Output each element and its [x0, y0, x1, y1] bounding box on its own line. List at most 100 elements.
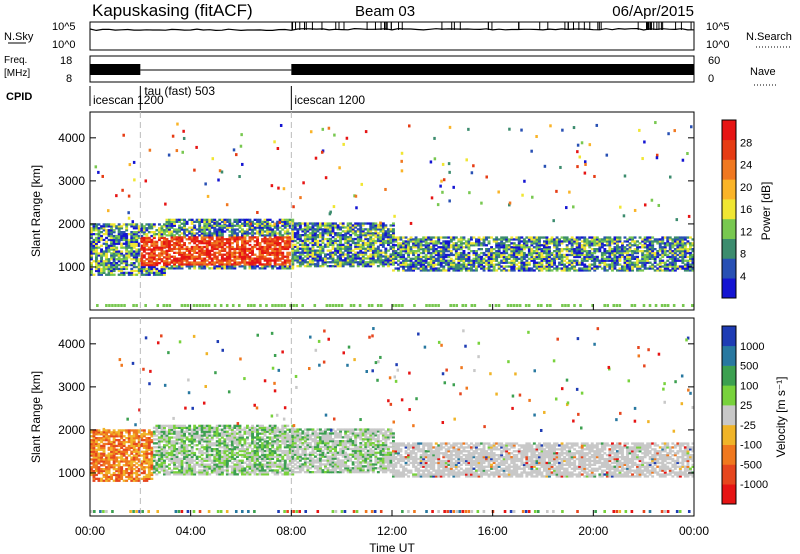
- power-data-cell: [190, 222, 194, 225]
- power-data-cell: [346, 259, 350, 262]
- velocity-data-cell: [127, 429, 131, 432]
- power-data-cell: [263, 247, 267, 251]
- power-data-cell: [236, 251, 239, 254]
- power-data-cell: [301, 257, 305, 260]
- power-data-cell: [306, 247, 310, 250]
- power-data-cell: [190, 220, 194, 223]
- power-data-cell: [427, 257, 431, 260]
- power-data-cell: [482, 261, 486, 264]
- power-data-cell: [165, 253, 169, 256]
- power-data-cell: [303, 228, 307, 231]
- power-data-cell: [359, 236, 363, 239]
- power-data-cell: [369, 224, 373, 227]
- power-data-cell: [288, 218, 292, 221]
- power-data-cell: [392, 261, 395, 264]
- power-data-cell: [256, 222, 259, 225]
- power-data-cell: [273, 238, 277, 241]
- power-data-cell: [97, 229, 101, 232]
- velocity-data-cells: [90, 327, 694, 513]
- power-data-cell: [402, 248, 405, 251]
- power-data-cell: [334, 251, 337, 254]
- power-data-cell: [487, 236, 491, 239]
- power-data-cell: [203, 259, 207, 262]
- power-data-cell: [623, 261, 627, 264]
- power-data-cell: [95, 252, 98, 255]
- velocity-data-cell: [122, 440, 126, 444]
- power-data-cell: [600, 244, 604, 247]
- power-sparse-cell: [472, 164, 475, 168]
- power-data-cell: [482, 244, 486, 247]
- power-data-cell: [683, 253, 687, 257]
- power-data-cell: [565, 257, 569, 260]
- power-data-cell: [666, 259, 670, 262]
- power-data-cell: [140, 236, 144, 240]
- power-data-cell: [356, 236, 360, 239]
- power-data-cell: [288, 259, 292, 262]
- power-data-cell: [306, 261, 310, 264]
- power-data-cell: [570, 267, 574, 270]
- power-data-cell: [560, 269, 564, 272]
- power-data-cell: [492, 267, 496, 270]
- power-data-cell: [583, 238, 587, 241]
- power-data-cell: [95, 267, 98, 271]
- power-data-cell: [636, 244, 639, 247]
- power-data-cell: [512, 259, 516, 262]
- power-data-cell: [278, 232, 282, 235]
- power-data-cell: [336, 239, 340, 243]
- power-data-cell: [158, 246, 161, 249]
- power-data-cell: [251, 226, 254, 229]
- power-data-cell: [507, 240, 511, 243]
- power-data-cell: [92, 229, 96, 232]
- power-data-cell: [110, 271, 113, 274]
- velocity-data-cell: [145, 446, 149, 449]
- power-data-cell: [173, 265, 176, 268]
- power-data-cell: [417, 263, 421, 266]
- velocity-data-cell: [137, 477, 141, 480]
- power-data-cell: [517, 240, 521, 243]
- power-data-cell: [553, 263, 556, 266]
- power-ytick-label: 3000: [58, 174, 85, 188]
- power-data-cell: [459, 238, 463, 241]
- velocity-data-cell: [112, 450, 116, 453]
- power-sparse-cell: [164, 202, 167, 206]
- power-data-cell: [381, 224, 385, 227]
- power-data-cell: [110, 267, 113, 271]
- power-data-cell: [241, 257, 244, 260]
- power-data-cell: [621, 250, 624, 253]
- power-data-cell: [648, 238, 652, 241]
- power-data-cell: [470, 244, 473, 247]
- velocity-data-cell: [97, 466, 101, 469]
- power-data-cell: [246, 224, 249, 227]
- power-frame: [89, 111, 695, 311]
- power-data-cell: [183, 230, 186, 233]
- power-data-cell: [218, 249, 222, 252]
- power-data-cell: [281, 247, 285, 251]
- power-data-cell: [110, 236, 113, 240]
- power-data-cell: [653, 253, 657, 257]
- power-data-cell: [578, 253, 582, 257]
- nsky-trace: [89, 27, 695, 32]
- power-data-cell: [303, 230, 307, 233]
- power-data-cell: [306, 255, 310, 258]
- power-data-cell: [646, 246, 650, 249]
- power-data-cell: [175, 259, 179, 262]
- power-data-cell: [112, 254, 116, 257]
- power-data-cell: [208, 220, 212, 223]
- power-data-cell: [215, 255, 219, 258]
- power-data-cell: [281, 267, 285, 270]
- power-sparse-cell: [400, 151, 404, 155]
- power-data-cell: [336, 245, 340, 248]
- power-data-cell: [92, 242, 96, 245]
- power-data-cell: [527, 238, 531, 241]
- power-data-cell: [616, 263, 619, 266]
- power-data-cell: [296, 249, 300, 252]
- power-data-cell: [462, 265, 466, 268]
- power-data-cell: [454, 246, 458, 249]
- power-data-cell: [648, 250, 652, 253]
- power-data-cell: [339, 237, 342, 241]
- power-data-cell: [611, 238, 614, 241]
- power-data-cell: [233, 240, 237, 243]
- power-data-cell: [555, 267, 559, 270]
- power-data-cell: [444, 246, 448, 249]
- power-data-cell: [276, 226, 280, 229]
